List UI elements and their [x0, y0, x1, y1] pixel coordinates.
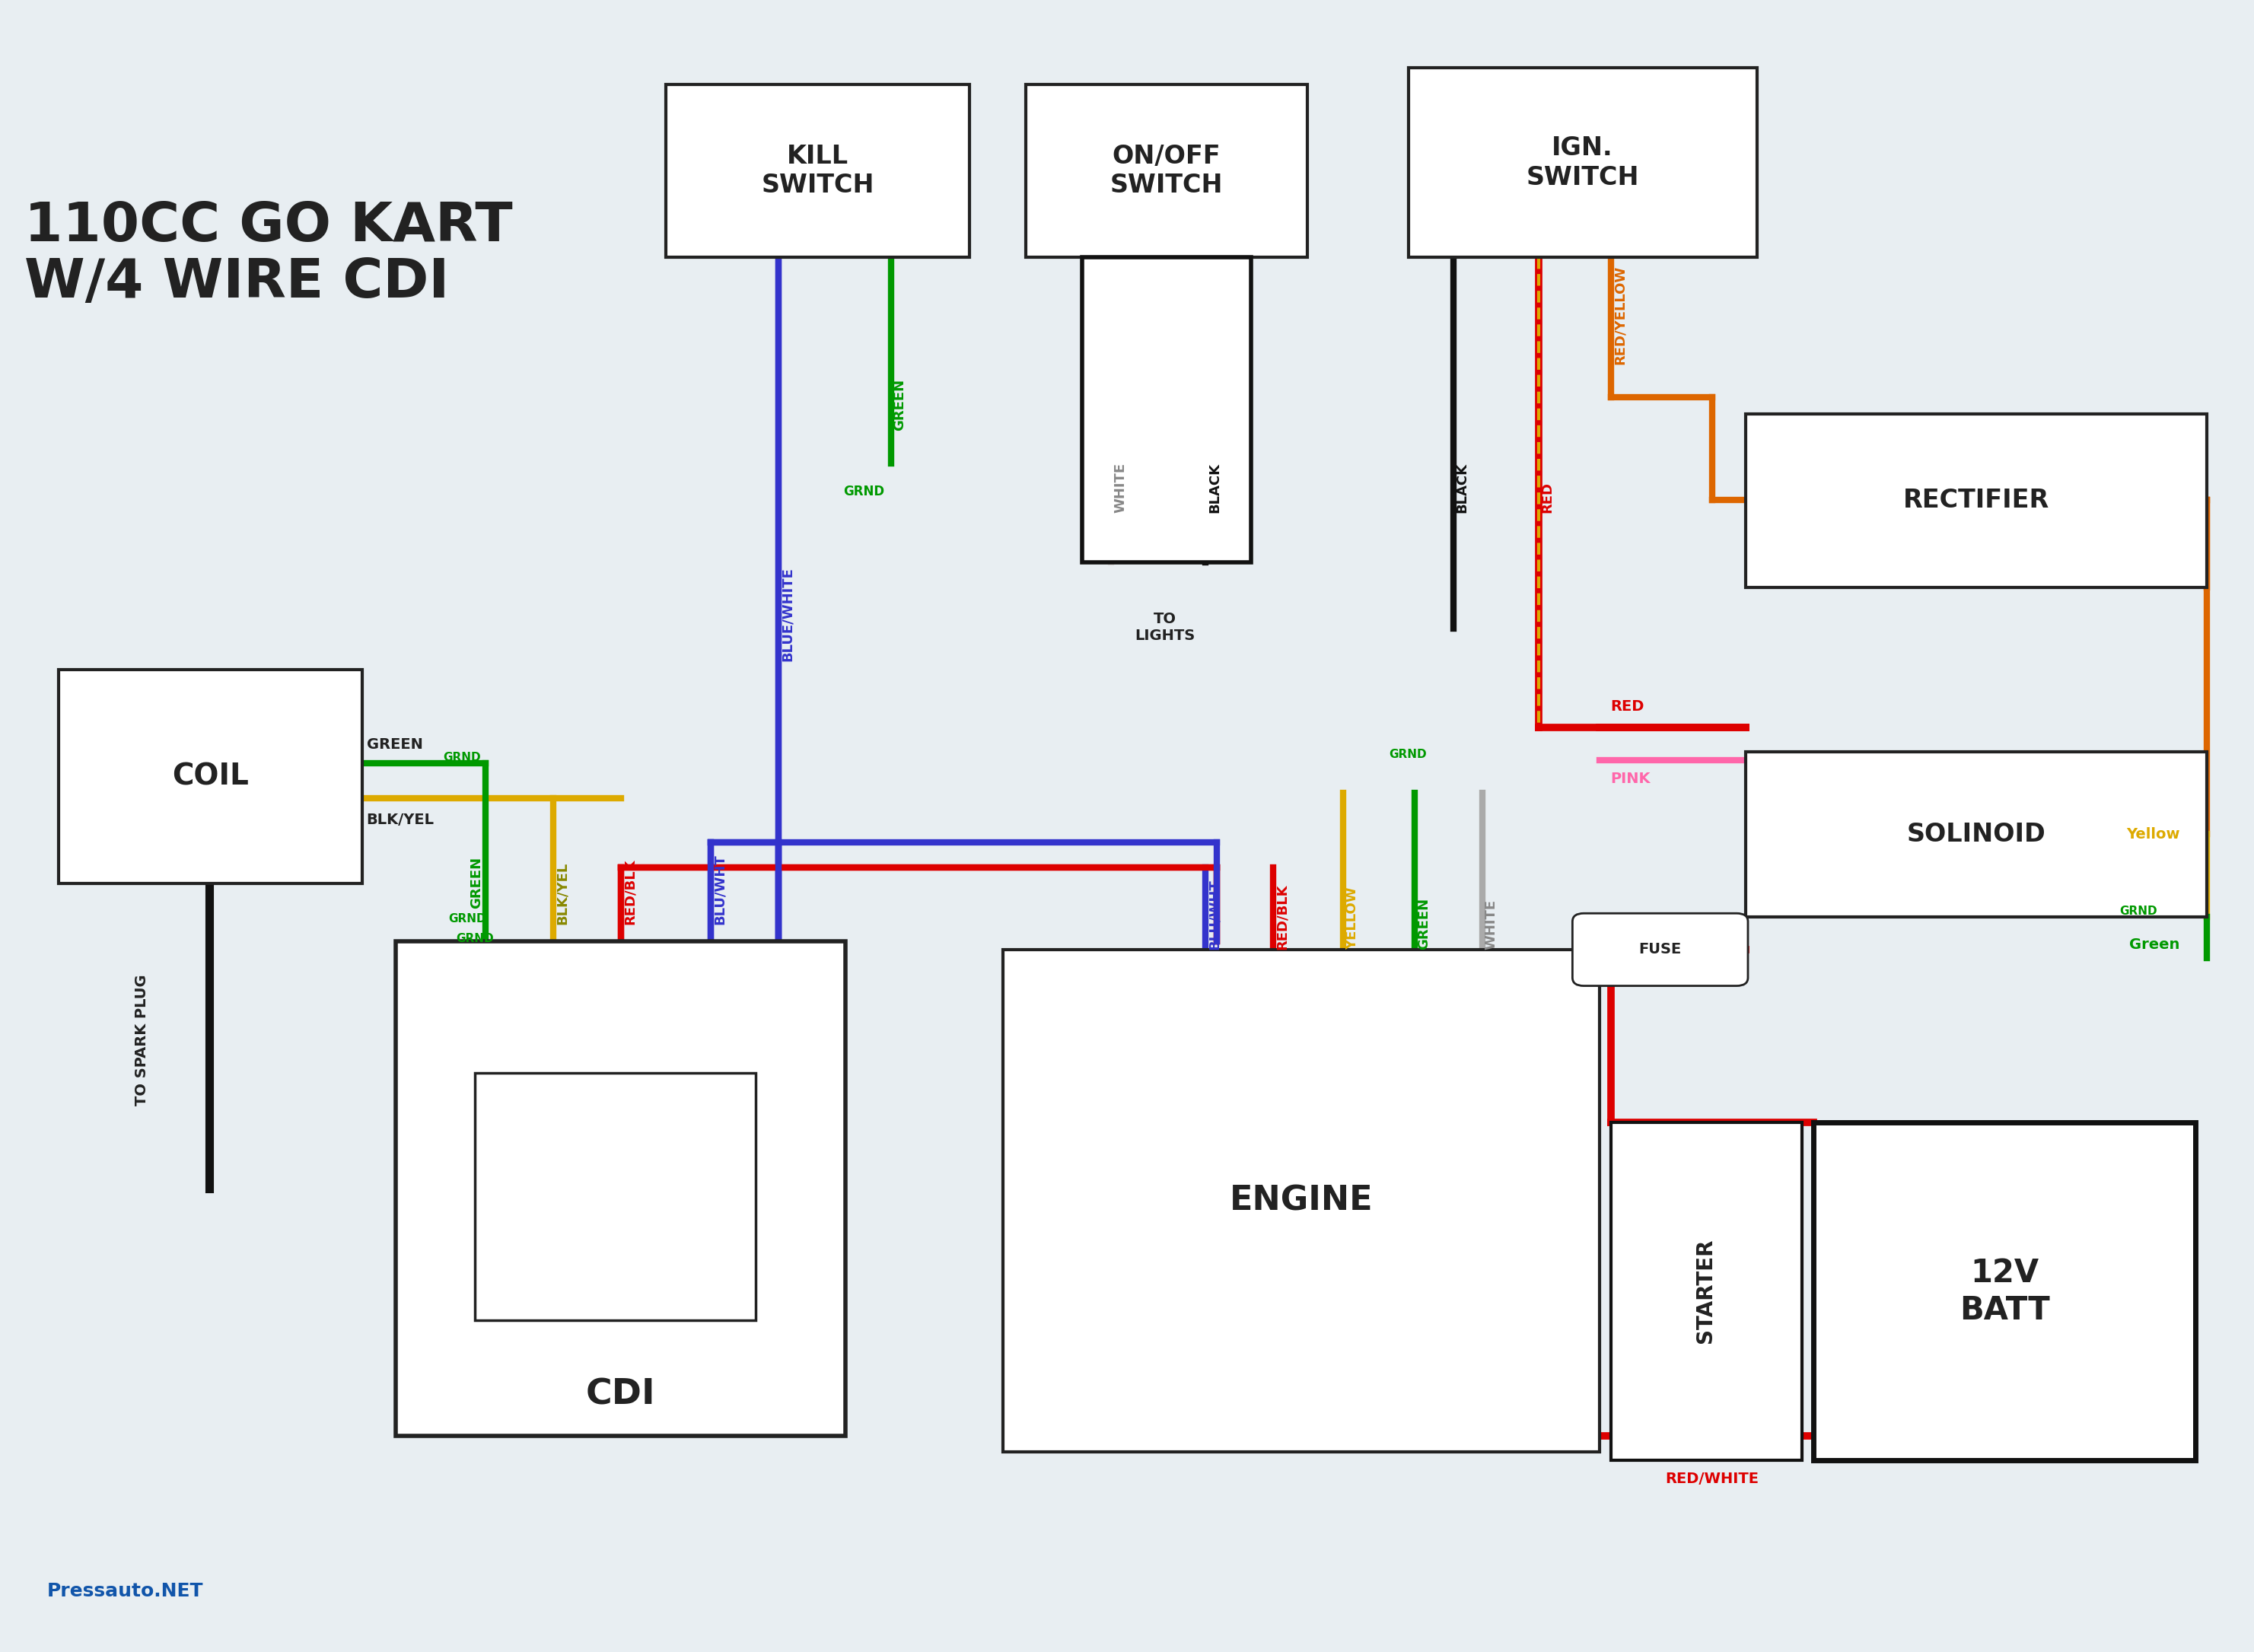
- Text: GRND: GRND: [444, 752, 480, 763]
- Text: WHITE: WHITE: [1113, 463, 1127, 512]
- Bar: [476, 1074, 755, 1320]
- Text: TO
LIGHTS: TO LIGHTS: [1136, 611, 1195, 643]
- Text: BLACK: BLACK: [1456, 463, 1470, 512]
- Text: IGN.
SWITCH: IGN. SWITCH: [1526, 135, 1639, 190]
- Text: WHITE: WHITE: [1485, 899, 1499, 950]
- Text: PINK: PINK: [1612, 771, 1650, 786]
- Text: BLUE/WHITE: BLUE/WHITE: [780, 567, 793, 661]
- Text: RED/YELLOW: RED/YELLOW: [1614, 266, 1627, 365]
- Text: RED: RED: [1612, 699, 1645, 714]
- Bar: [1745, 415, 2207, 586]
- Text: RED/WHITE: RED/WHITE: [1666, 1472, 1758, 1487]
- Bar: [1003, 950, 1600, 1452]
- Bar: [1082, 258, 1251, 562]
- Text: GRND: GRND: [449, 914, 487, 925]
- Text: BLK/YEL: BLK/YEL: [367, 813, 435, 828]
- Text: GRND: GRND: [2119, 905, 2157, 917]
- Text: SOLINOID: SOLINOID: [1907, 821, 2047, 847]
- FancyBboxPatch shape: [1573, 914, 1747, 986]
- Text: GREEN: GREEN: [471, 856, 485, 909]
- Text: GRND: GRND: [455, 933, 494, 945]
- Text: RED: RED: [1542, 482, 1555, 512]
- Text: Yellow: Yellow: [2126, 828, 2180, 841]
- Bar: [1409, 68, 1756, 258]
- Bar: [1612, 1123, 1801, 1460]
- Text: GREEN: GREEN: [1418, 897, 1431, 950]
- Text: 110CC GO KART
W/4 WIRE CDI: 110CC GO KART W/4 WIRE CDI: [25, 200, 514, 309]
- Bar: [1026, 84, 1307, 258]
- Bar: [397, 942, 845, 1436]
- Text: GRND: GRND: [843, 486, 884, 499]
- Text: Green: Green: [2130, 937, 2180, 952]
- Text: TO SPARK PLUG: TO SPARK PLUG: [135, 975, 149, 1105]
- Bar: [59, 669, 363, 884]
- Text: CDI: CDI: [586, 1378, 656, 1411]
- Text: GRND: GRND: [1388, 748, 1427, 760]
- Bar: [1745, 752, 2207, 917]
- Text: RED/BLK: RED/BLK: [622, 859, 636, 925]
- Text: RECTIFIER: RECTIFIER: [1902, 487, 2049, 514]
- Text: GREEN: GREEN: [367, 737, 424, 752]
- Text: ENGINE: ENGINE: [1231, 1184, 1373, 1218]
- Text: RED/BLK: RED/BLK: [1276, 884, 1289, 950]
- Bar: [665, 84, 969, 258]
- Text: BLACK: BLACK: [1208, 463, 1222, 512]
- Text: COIL: COIL: [171, 762, 248, 791]
- Text: ON/OFF
SWITCH: ON/OFF SWITCH: [1109, 144, 1224, 198]
- Text: BLU/WHT: BLU/WHT: [712, 854, 726, 925]
- Text: BLK/YEL: BLK/YEL: [554, 862, 570, 925]
- Text: FUSE: FUSE: [1639, 942, 1681, 957]
- Text: BLU/WHT: BLU/WHT: [1208, 879, 1222, 950]
- Text: YELLOW: YELLOW: [1346, 887, 1359, 950]
- Bar: [1812, 1123, 2195, 1460]
- Text: KILL
SWITCH: KILL SWITCH: [762, 144, 875, 198]
- Text: Pressauto.NET: Pressauto.NET: [47, 1583, 203, 1601]
- Text: STARTER: STARTER: [1695, 1239, 1715, 1343]
- Text: 12V
BATT: 12V BATT: [1959, 1257, 2049, 1327]
- Text: GREEN: GREEN: [893, 378, 906, 431]
